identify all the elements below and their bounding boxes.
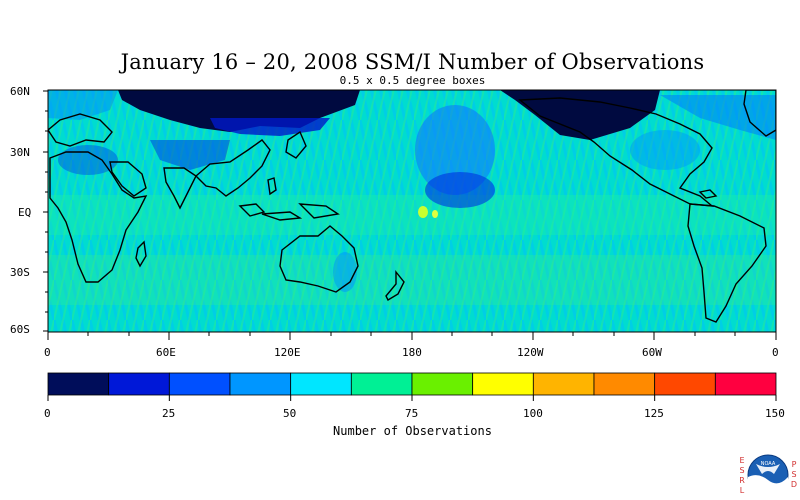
colorbar [47,372,777,401]
colorbar-segment [108,372,170,396]
map-subtitle: 0.5 x 0.5 degree boxes [339,74,486,87]
lon-label-60e: 60E [156,346,176,359]
lat-label-eq: EQ [18,206,32,219]
colorbar-segment [472,372,534,396]
lon-label-120e: 120E [274,346,301,359]
colorbar-segment [532,372,595,396]
colorbar-tick-label: 0 [44,407,51,420]
colorbar-segment [290,372,352,396]
colorbar-segment [168,372,231,396]
lat-label-60s: 60S [10,323,30,336]
longitude-ticks [47,332,777,340]
colorbar-tick-label: 25 [162,407,176,420]
lat-label-30s: 30S [10,266,30,279]
colorbar-tick-label: 50 [283,407,297,420]
lon-label-0: 0 [44,346,51,359]
colorbar-tick-label: 100 [523,407,543,420]
lat-label-30n: 30N [10,146,30,159]
colorbar-tick-label: 75 [405,407,419,420]
colorbar-segment [714,372,777,396]
colorbar-segment [229,372,292,396]
colorbar-tick-label: 150 [765,407,785,420]
colorbar-segment [47,372,110,396]
colorbar-segment [654,372,716,396]
lon-label-60w: 60W [642,346,662,359]
colorbar-segment [411,372,474,396]
observation-field [48,90,776,332]
lon-label-180: 180 [402,346,422,359]
colorbar-label: Number of Observations [333,424,492,438]
logo-center-text: NOAA [760,461,776,467]
coastlines [48,90,776,323]
lon-label-0-right: 0 [772,346,779,359]
latitude-ticks [43,90,48,332]
colorbar-segment [593,372,656,396]
lat-label-60n: 60N [10,85,30,98]
map-title: January 16 – 20, 2008 SSM/I Number of Ob… [120,50,705,74]
lon-label-120w: 120W [517,346,544,359]
colorbar-tick-label: 125 [644,407,664,420]
colorbar-segment [350,372,413,396]
